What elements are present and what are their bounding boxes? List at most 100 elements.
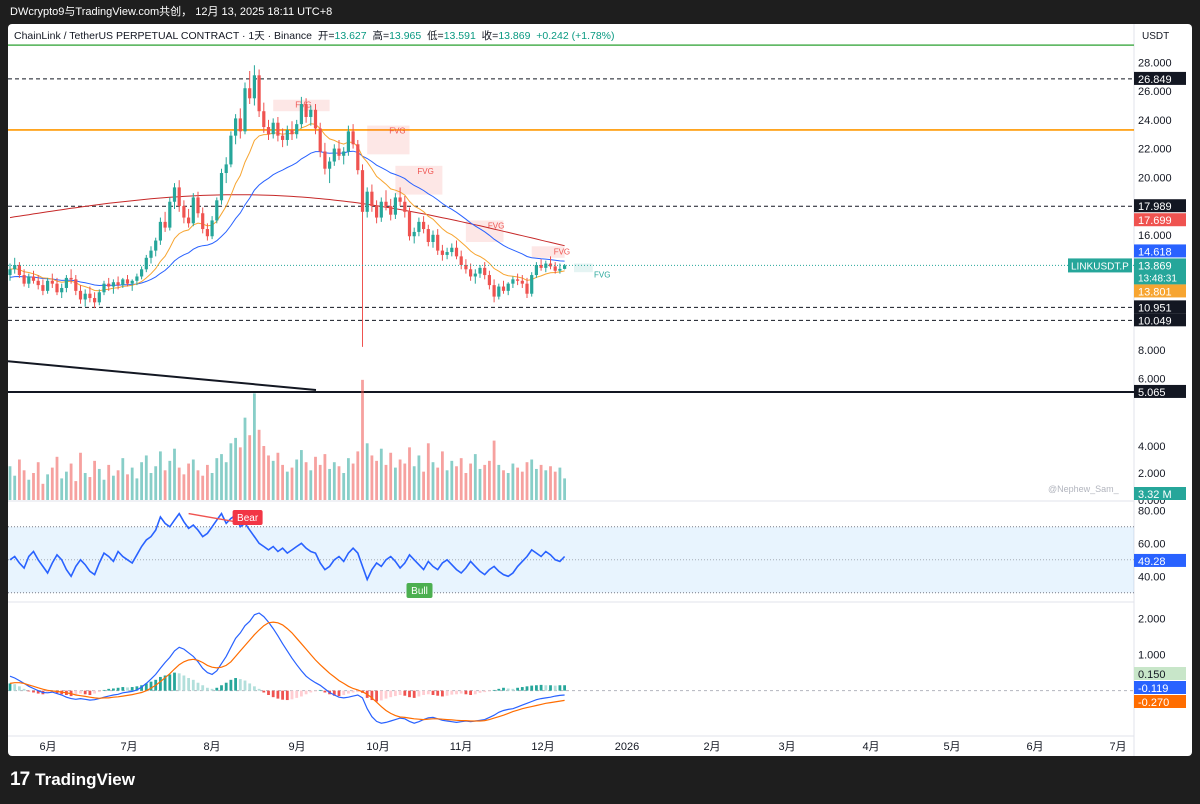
rsi-value-label-bg xyxy=(1134,553,1186,567)
candle-body xyxy=(163,221,167,228)
volume-bar xyxy=(295,459,299,500)
volume-bar xyxy=(328,468,331,500)
volume-bar xyxy=(412,466,416,500)
volume-bar xyxy=(408,447,411,500)
price-level-label-bg xyxy=(1134,199,1186,213)
rsi-line xyxy=(9,512,566,582)
macd-histogram-bar xyxy=(215,687,219,691)
candle-body xyxy=(135,276,139,281)
candle-body xyxy=(102,283,106,293)
macd-histogram-bar xyxy=(549,685,552,691)
candle-body xyxy=(271,122,275,135)
volume-bar xyxy=(116,470,120,500)
macd-histogram-bar xyxy=(32,690,35,693)
candle-body xyxy=(93,298,97,303)
macd-histogram-bar xyxy=(295,690,299,698)
volume-bar xyxy=(60,478,64,500)
volume-bar xyxy=(544,470,548,500)
ma-value-label-bg xyxy=(1134,213,1186,227)
macd-histogram-bar xyxy=(182,675,186,691)
price-tick-label: 22.000 xyxy=(1138,144,1172,156)
candle-body xyxy=(196,197,200,214)
macd-histogram-bar xyxy=(234,678,237,691)
candle-body xyxy=(285,129,289,140)
candle-body xyxy=(116,282,120,286)
macd-value-label-bg xyxy=(1134,667,1186,680)
macd-histogram-bar xyxy=(337,690,341,697)
macd-histogram-bar xyxy=(488,690,491,692)
macd-histogram-bar xyxy=(196,682,200,691)
ma-value-label-bg xyxy=(1134,284,1186,298)
candle-body xyxy=(257,75,261,112)
macd-histogram-bar xyxy=(492,689,496,691)
candle-body xyxy=(295,124,299,135)
candle-body xyxy=(539,264,543,268)
macd-histogram-bar xyxy=(121,687,125,691)
candle-body xyxy=(313,109,318,129)
low-value: 13.591 xyxy=(443,30,476,42)
macd-histogram-bar xyxy=(267,690,270,695)
candle-body xyxy=(234,118,238,136)
macd-histogram-bar xyxy=(412,690,416,698)
macd-histogram-bar xyxy=(229,679,233,691)
candle-body xyxy=(97,292,101,303)
macd-histogram-bar xyxy=(159,676,162,691)
volume-bar xyxy=(361,379,364,500)
candle-body xyxy=(318,128,322,152)
macd-histogram-bar xyxy=(93,690,96,694)
volume-bar xyxy=(389,452,393,500)
volume-bar xyxy=(563,478,566,500)
time-axis-label: 6月 xyxy=(39,741,56,753)
time-axis-label: 11月 xyxy=(450,741,472,753)
macd-histogram-bar xyxy=(173,672,176,691)
volume-bar xyxy=(168,460,172,500)
volume-bar xyxy=(248,435,252,500)
rsi-band xyxy=(8,526,1134,593)
candle-body xyxy=(248,88,252,99)
fvg-label: FVG xyxy=(594,271,610,280)
macd-value-label-bg xyxy=(1134,681,1186,694)
candle-body xyxy=(483,267,487,276)
volume-bar xyxy=(159,451,162,500)
candle-body xyxy=(389,206,393,215)
tradingview-logo[interactable]: 17 TradingView xyxy=(10,768,135,792)
candle-body xyxy=(276,122,280,136)
volume-bar xyxy=(79,452,82,500)
macd-histogram-bar xyxy=(309,690,313,693)
volume-bar xyxy=(497,464,501,500)
last-price-tag-bg xyxy=(1134,258,1186,285)
volume-bar xyxy=(65,471,68,500)
volume-bar xyxy=(22,470,26,500)
macd-histogram-bar xyxy=(356,690,360,693)
macd-histogram-bar xyxy=(426,690,430,695)
candle-body xyxy=(412,231,416,237)
macd-histogram-bar xyxy=(375,690,378,702)
change-value: +0.242 (+1.78%) xyxy=(536,30,615,42)
volume-bar xyxy=(469,463,472,500)
candle-body xyxy=(64,277,68,288)
price-level-label-bg xyxy=(1134,71,1186,85)
candle-body xyxy=(553,266,557,271)
volume-bar xyxy=(243,417,247,500)
volume-bar xyxy=(173,448,176,500)
macd-histogram-bar xyxy=(384,690,388,699)
low-label: 低= xyxy=(427,30,444,42)
time-axis-label: 12月 xyxy=(531,741,554,753)
candle-body xyxy=(158,221,162,241)
macd-histogram-bar xyxy=(224,682,228,691)
candle-body xyxy=(224,164,228,174)
candle-body xyxy=(426,229,430,242)
time-axis-label: 9月 xyxy=(288,741,305,753)
candle-body xyxy=(60,287,64,293)
macd-histogram-bar xyxy=(342,690,346,695)
price-chart[interactable]: USDT28.00026.00024.00022.00020.00018.000… xyxy=(8,24,1192,756)
volume-bar xyxy=(215,458,219,500)
candle-body xyxy=(13,264,17,270)
time-axis-label: 10月 xyxy=(366,741,389,753)
currency-label: USDT xyxy=(1142,31,1169,42)
volume-label: 3.32 M xyxy=(1138,489,1172,501)
fvg-label: FVG xyxy=(389,127,405,136)
volume-bar xyxy=(112,475,115,500)
candle-body xyxy=(69,277,73,280)
last-price-label: 13.869 xyxy=(1138,260,1172,272)
